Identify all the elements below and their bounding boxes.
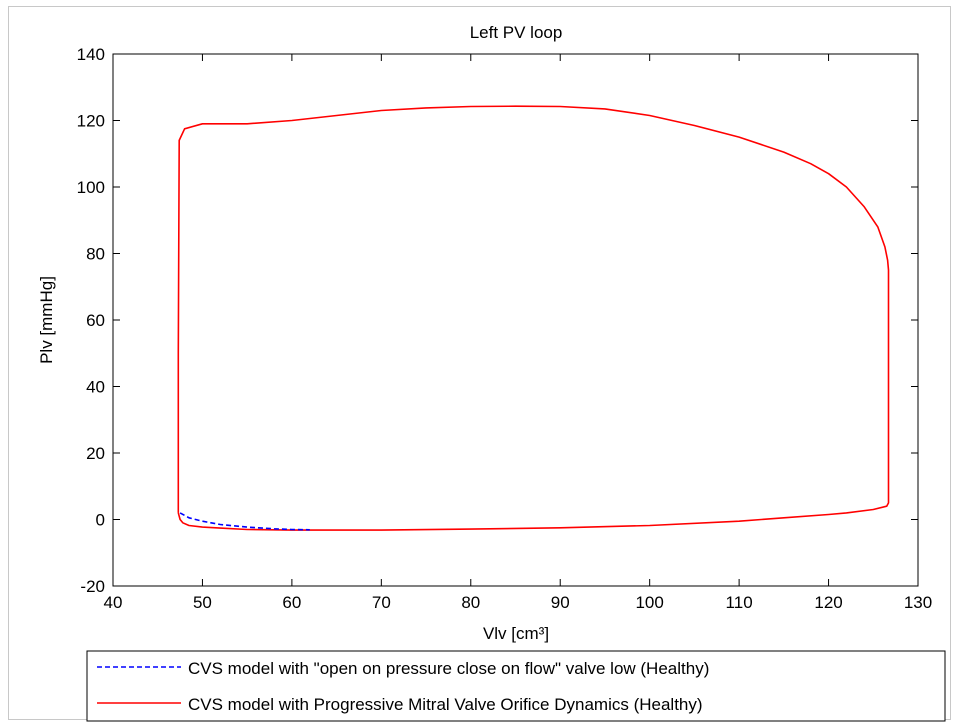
legend: CVS model with "open on pressure close o… bbox=[86, 650, 946, 722]
x-tick-label: 90 bbox=[551, 593, 570, 612]
legend-label-series-1: CVS model with Progressive Mitral Valve … bbox=[188, 695, 703, 714]
y-tick-label: 140 bbox=[77, 45, 105, 64]
plot-area bbox=[112, 53, 919, 587]
x-tick-label: 40 bbox=[104, 593, 123, 612]
x-tick-label: 70 bbox=[372, 593, 391, 612]
x-axis-label: Vlv [cm³] bbox=[483, 624, 549, 643]
y-axis-ticks: -20 0 20 40 60 80 100 120 140 bbox=[77, 45, 918, 596]
y-tick-label: 80 bbox=[86, 245, 105, 264]
y-axis-label: Plv [mmHg] bbox=[37, 276, 56, 364]
x-tick-label: 50 bbox=[193, 593, 212, 612]
x-tick-label: 80 bbox=[461, 593, 480, 612]
series-line-1 bbox=[177, 105, 890, 531]
x-tick-label: 120 bbox=[814, 593, 842, 612]
y-tick-label: 40 bbox=[86, 378, 105, 397]
chart-title: Left PV loop bbox=[470, 23, 563, 42]
legend-box bbox=[86, 650, 946, 722]
series-layer bbox=[177, 105, 890, 531]
y-tick-label: 100 bbox=[77, 178, 105, 197]
y-tick-label: -20 bbox=[80, 577, 105, 596]
y-tick-label: 0 bbox=[96, 511, 105, 530]
x-axis-ticks: 40 50 60 70 80 90 100 110 120 130 bbox=[104, 54, 932, 612]
series-line-0 bbox=[179, 512, 310, 531]
y-tick-label: 60 bbox=[86, 311, 105, 330]
legend-label-series-0: CVS model with "open on pressure close o… bbox=[188, 659, 709, 678]
y-tick-label: 120 bbox=[77, 112, 105, 131]
y-tick-label: 20 bbox=[86, 444, 105, 463]
x-tick-label: 60 bbox=[282, 593, 301, 612]
x-tick-label: 130 bbox=[904, 593, 932, 612]
x-tick-label: 110 bbox=[726, 593, 753, 612]
x-tick-label: 100 bbox=[635, 593, 663, 612]
